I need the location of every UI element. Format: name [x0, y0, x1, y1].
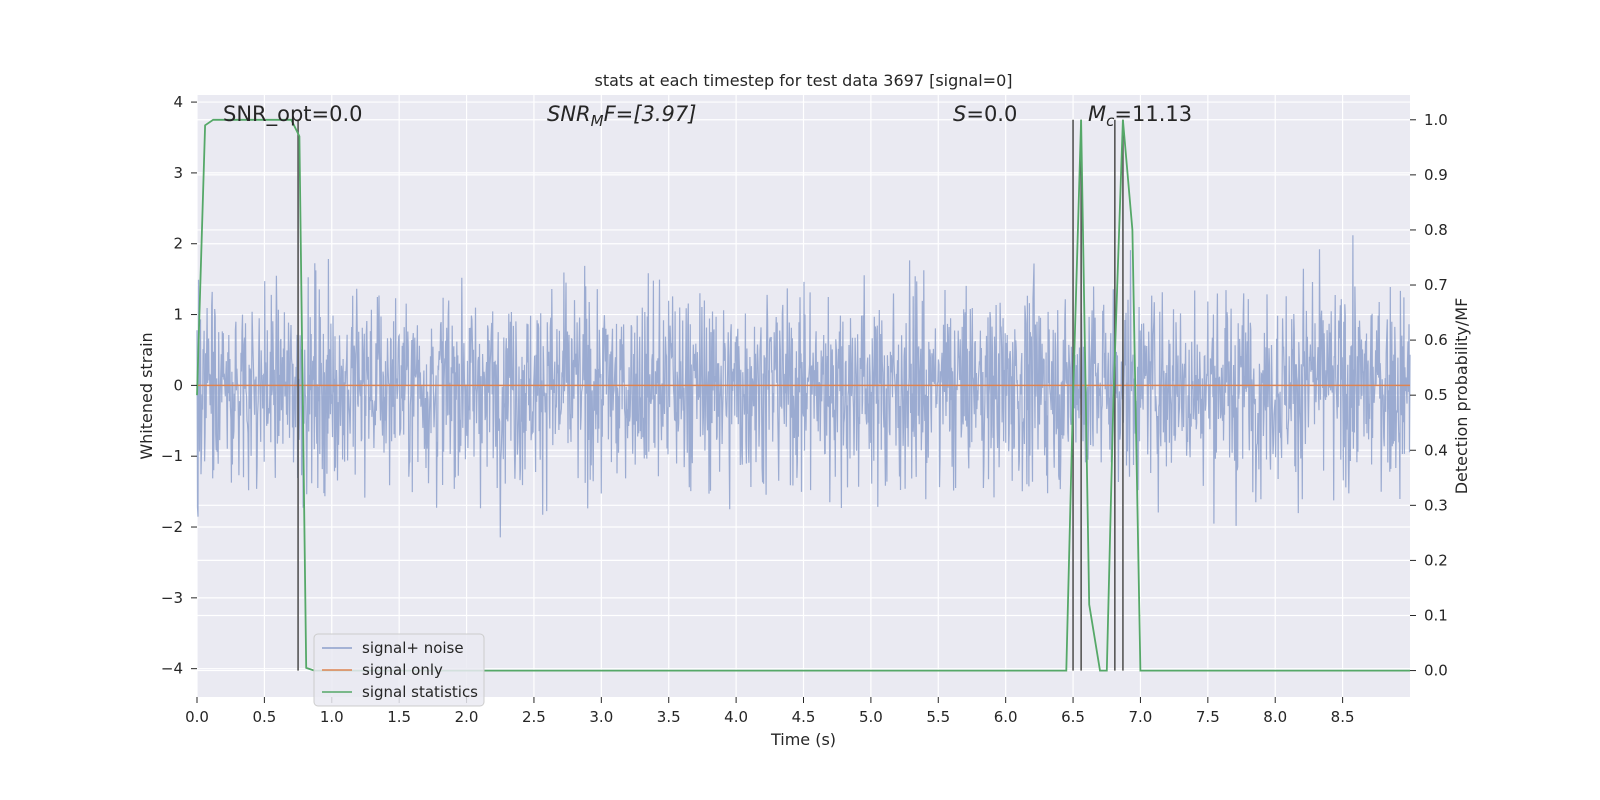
y-tick-label-right: 0.7	[1424, 276, 1448, 294]
y-tick-label-left: −3	[161, 589, 183, 607]
y-tick-label-left: −4	[161, 660, 183, 678]
y-tick-label-left: 4	[173, 93, 183, 111]
annotation-mc-rest: =11.13	[1114, 102, 1192, 126]
annotation-snr-mf-rest: F=[3.97]	[604, 102, 697, 126]
annotation-s: S=0.0	[953, 102, 1017, 126]
x-tick-label: 4.0	[724, 708, 748, 726]
chart-title: stats at each timestep for test data 369…	[594, 71, 1012, 90]
x-tick-label: 3.5	[657, 708, 681, 726]
y-tick-label-right: 1.0	[1424, 111, 1448, 129]
series-signal-noise	[196, 235, 1411, 538]
x-tick-label: 1.0	[320, 708, 344, 726]
y-tick-label-left: 1	[173, 306, 183, 324]
y-tick-label-left: −1	[161, 447, 183, 465]
annotation-mc-sub: c	[1106, 112, 1115, 130]
y-tick-label-left: −2	[161, 518, 183, 536]
annotation-s-main: S	[953, 102, 966, 126]
x-tick-label: 2.0	[455, 708, 479, 726]
legend-label-signal-only: signal only	[362, 661, 443, 679]
x-tick-label: 3.0	[589, 708, 613, 726]
line-signal-noise	[196, 235, 1411, 538]
x-tick-label: 1.5	[387, 708, 411, 726]
x-tick-label: 8.5	[1331, 708, 1355, 726]
legend: signal+ noise signal only signal statist…	[313, 633, 485, 707]
annotation-snr-opt: SNR_opt=0.0	[223, 102, 363, 127]
y-axis-label-left: Whitened strain	[137, 332, 156, 459]
y-tick-label-right: 0.8	[1424, 221, 1448, 239]
x-tick-label: 6.0	[994, 708, 1018, 726]
x-tick-label: 2.5	[522, 708, 546, 726]
annotation-snr-mf-main: SNR	[547, 102, 591, 126]
y-tick-label-left: 3	[173, 164, 183, 182]
y-tick-label-right: 0.0	[1424, 662, 1448, 680]
y-tick-label-right: 0.9	[1424, 166, 1448, 184]
y-tick-label-right: 0.2	[1424, 551, 1448, 569]
x-tick-label: 0.5	[252, 708, 276, 726]
annotation-mc: Mc=11.13	[1088, 102, 1192, 130]
y-axis-label-right: Detection probability/MF	[1452, 298, 1471, 495]
legend-label-signal-statistics: signal statistics	[362, 683, 478, 701]
x-tick-label: 6.5	[1061, 708, 1085, 726]
line-signal-statistics	[196, 118, 1410, 672]
x-tick-label: 7.5	[1196, 708, 1220, 726]
annotation-s-rest: =0.0	[966, 102, 1017, 126]
y-tick-label-left: 2	[173, 235, 183, 253]
annotation-snr-mf-sub: M	[591, 112, 604, 130]
legend-label-signal-noise: signal+ noise	[362, 639, 464, 657]
x-tick-label: 8.0	[1263, 708, 1287, 726]
y-tick-label-right: 0.4	[1424, 441, 1448, 459]
y-tick-label-right: 0.1	[1424, 606, 1448, 624]
y-tick-label-left: 0	[173, 376, 183, 394]
x-tick-label: 5.0	[859, 708, 883, 726]
annotation-mc-main: M	[1088, 102, 1106, 126]
x-axis-label: Time (s)	[770, 730, 836, 749]
x-tick-label: 0.0	[185, 708, 209, 726]
series-signal-statistics	[196, 118, 1410, 672]
y-tick-label-right: 0.3	[1424, 496, 1448, 514]
annotation-snr-mf: SNRMF=[3.97]	[547, 102, 696, 130]
x-tick-label: 7.0	[1129, 708, 1153, 726]
y-tick-label-right: 0.5	[1424, 386, 1448, 404]
legend-box	[313, 633, 485, 707]
y-tick-label-right: 0.6	[1424, 331, 1448, 349]
x-tick-label: 5.5	[926, 708, 950, 726]
axis-ticks: 0.0 0.5 1.0 1.5 2.0 2.5 3.0 3.5 4.0 4.5 5.0 5.5 6.0 6…	[161, 93, 1448, 726]
x-tick-label: 4.5	[792, 708, 816, 726]
